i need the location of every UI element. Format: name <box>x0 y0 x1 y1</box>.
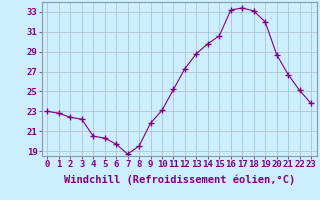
X-axis label: Windchill (Refroidissement éolien,°C): Windchill (Refroidissement éolien,°C) <box>64 175 295 185</box>
